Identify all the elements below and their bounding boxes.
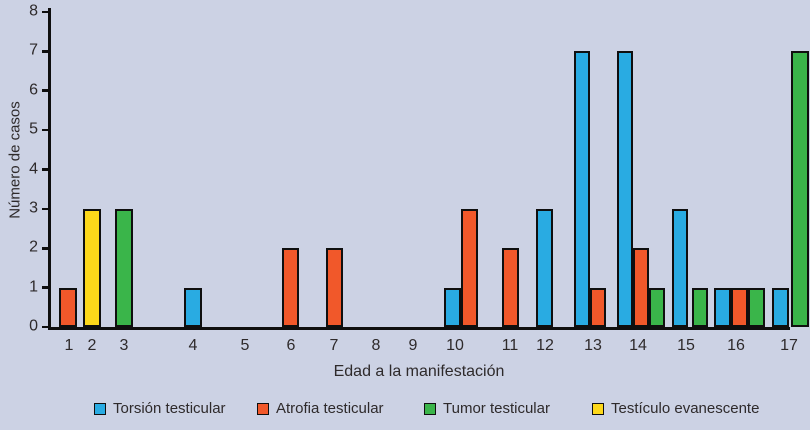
x-tick-label: 15 (677, 337, 695, 354)
bar-age16-torsion-testicular (714, 288, 731, 327)
bar-age15-tumor-testicular (692, 288, 708, 327)
x-tick-label: 13 (584, 337, 602, 354)
x-tick-label: 5 (240, 337, 250, 354)
y-axis-title: Número de casos (6, 101, 24, 219)
legend-item-atrofia-testicular: Atrofia testicular (257, 401, 384, 416)
bar-age6-atrofia-testicular (282, 248, 299, 327)
legend-label: Tumor testicular (443, 400, 550, 417)
bar-age10-atrofia-testicular (461, 209, 478, 327)
x-tick-label: 3 (119, 337, 129, 354)
bar-age13-atrofia-testicular (590, 288, 606, 327)
x-tick-label: 11 (501, 337, 519, 354)
y-tick-label: 5 (29, 120, 38, 138)
legend-item-testiculo-evanescente: Testículo evanescente (592, 401, 759, 416)
x-tick-label: 14 (629, 337, 647, 354)
x-tick-label: 2 (87, 337, 97, 354)
y-tick-label: 8 (29, 2, 38, 20)
bar-age14-atrofia-testicular (633, 248, 649, 327)
y-tick (42, 207, 48, 211)
y-tick-label: 0 (29, 317, 38, 335)
y-tick-label: 3 (29, 199, 38, 217)
legend-swatch-torsion-testicular (94, 402, 106, 415)
y-tick-label: 1 (29, 277, 38, 295)
x-tick-label: 10 (446, 337, 464, 354)
y-tick (42, 50, 48, 53)
legend-item-tumor-testicular: Tumor testicular (424, 401, 550, 416)
bar-age14-tumor-testicular (649, 288, 665, 327)
y-tick (42, 89, 48, 93)
x-tick-label: 16 (727, 337, 745, 354)
legend-label: Testículo evanescente (611, 400, 760, 417)
bar-age13-torsion-testicular (574, 51, 590, 327)
y-tick (42, 286, 48, 289)
plot-area: 0 1 2 3 4 5 6 7 8 (29, 3, 809, 334)
bar-age1-atrofia-testicular (59, 288, 77, 327)
bar-age17-torsion-testicular (772, 288, 789, 327)
bar-age12-torsion-testicular (536, 209, 553, 327)
bar-age17-tumor-testicular (791, 51, 809, 327)
y-tick-label: 2 (29, 238, 38, 256)
y-tick-label: 4 (29, 159, 38, 177)
bar-age4-torsion-testicular (184, 288, 202, 327)
bar-age3-tumor-testicular (115, 209, 133, 327)
x-tick-label: 1 (64, 337, 74, 354)
x-axis-tick-labels: 1 2 3 4 5 6 7 8 9 10 11 12 13 14 15 16 17 (0, 338, 810, 356)
bar-age7-atrofia-testicular (326, 248, 343, 327)
legend-swatch-atrofia-testicular (257, 402, 269, 415)
x-tick-label: 9 (408, 337, 418, 354)
x-tick-label: 6 (286, 337, 296, 354)
chart-legend: Torsión testicular Atrofia testicular Tumo… (0, 401, 810, 421)
legend-swatch-testiculo-evanescente (592, 402, 604, 415)
y-tick-label: 6 (29, 81, 38, 99)
bar-age16-tumor-testicular (748, 288, 765, 327)
y-tick (42, 10, 48, 14)
x-tick-label: 8 (371, 337, 381, 354)
bar-age15-torsion-testicular (672, 209, 688, 327)
legend-label: Torsión testicular (113, 400, 226, 417)
y-tick (42, 128, 48, 132)
legend-item-torsion-testicular: Torsión testicular (94, 401, 226, 416)
legend-swatch-tumor-testicular (424, 402, 436, 415)
y-tick (42, 246, 48, 250)
bar-age10-torsion-testicular (444, 288, 461, 327)
bar-age16-atrofia-testicular (731, 288, 748, 327)
x-tick-label: 7 (329, 337, 339, 354)
y-tick-label: 7 (29, 41, 38, 59)
bar-age14-torsion-testicular (617, 51, 633, 327)
y-tick (42, 325, 48, 329)
bar-age2-testiculo-evanescente (83, 209, 101, 327)
bar-age11-atrofia-testicular (502, 248, 519, 327)
legend-label: Atrofia testicular (276, 400, 384, 417)
x-tick-label: 17 (780, 337, 798, 354)
x-axis-title: Edad a la manifestación (333, 363, 505, 380)
x-tick-label: 12 (536, 337, 554, 354)
y-tick (42, 168, 48, 171)
x-tick-label: 4 (188, 337, 198, 354)
